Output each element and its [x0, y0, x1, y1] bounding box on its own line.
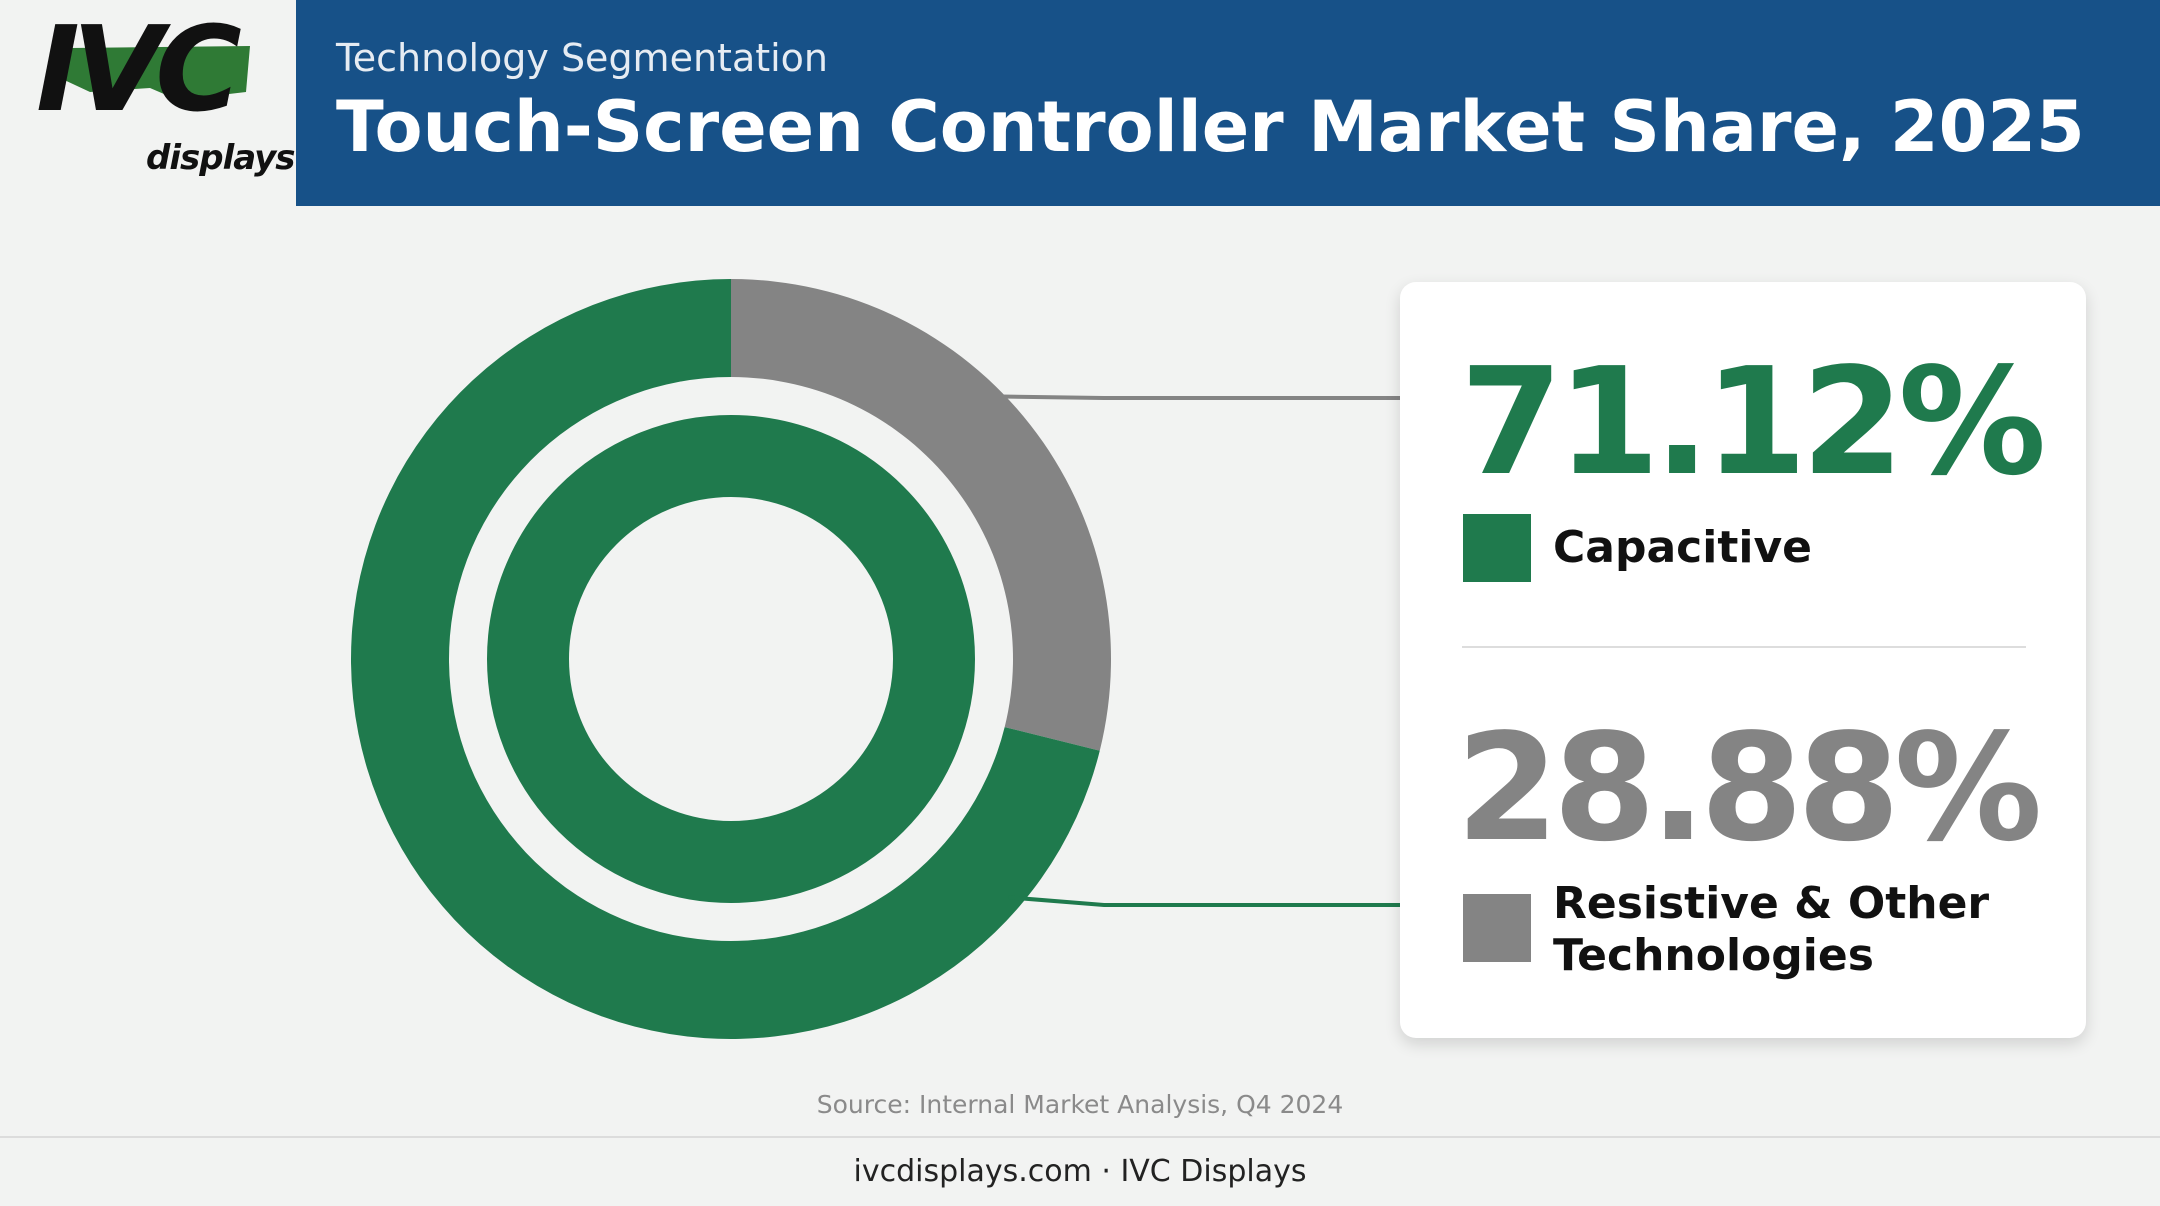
page-title: Touch-Screen Controller Market Share, 20… [336, 86, 2085, 168]
other-swatch [1463, 894, 1531, 962]
logo-mark-icon [60, 46, 250, 100]
legend-card: 71.12% Capacitive 28.88% Resistive & Oth… [1400, 282, 2086, 1038]
leader-line-capacitive [1008, 895, 1400, 907]
capacitive-label: Capacitive [1553, 522, 1812, 573]
other-percent: 28.88% [1456, 702, 2042, 874]
header-banner: Technology Segmentation Touch-Screen Con… [296, 0, 2160, 206]
source-note: Source: Internal Market Analysis, Q4 202… [816, 1090, 1344, 1119]
logo-sub-text: displays [146, 138, 296, 178]
donut-slice-other [731, 279, 1112, 751]
legend-divider [1462, 646, 2026, 648]
brand-logo: IVC displays [0, 0, 296, 206]
footer-text: ivcdisplays.com · IVC Displays [853, 1154, 1307, 1189]
leader-line-other [985, 394, 1400, 400]
footer-divider [0, 1136, 2160, 1138]
capacitive-percent: 71.12% [1460, 336, 2046, 508]
capacitive-swatch [1463, 514, 1531, 582]
logo-brand-text: IVC [36, 0, 242, 138]
page-subtitle: Technology Segmentation [336, 36, 829, 80]
inner-ring-capacitive [487, 415, 975, 903]
other-label: Resistive & Other Technologies [1553, 878, 1990, 981]
